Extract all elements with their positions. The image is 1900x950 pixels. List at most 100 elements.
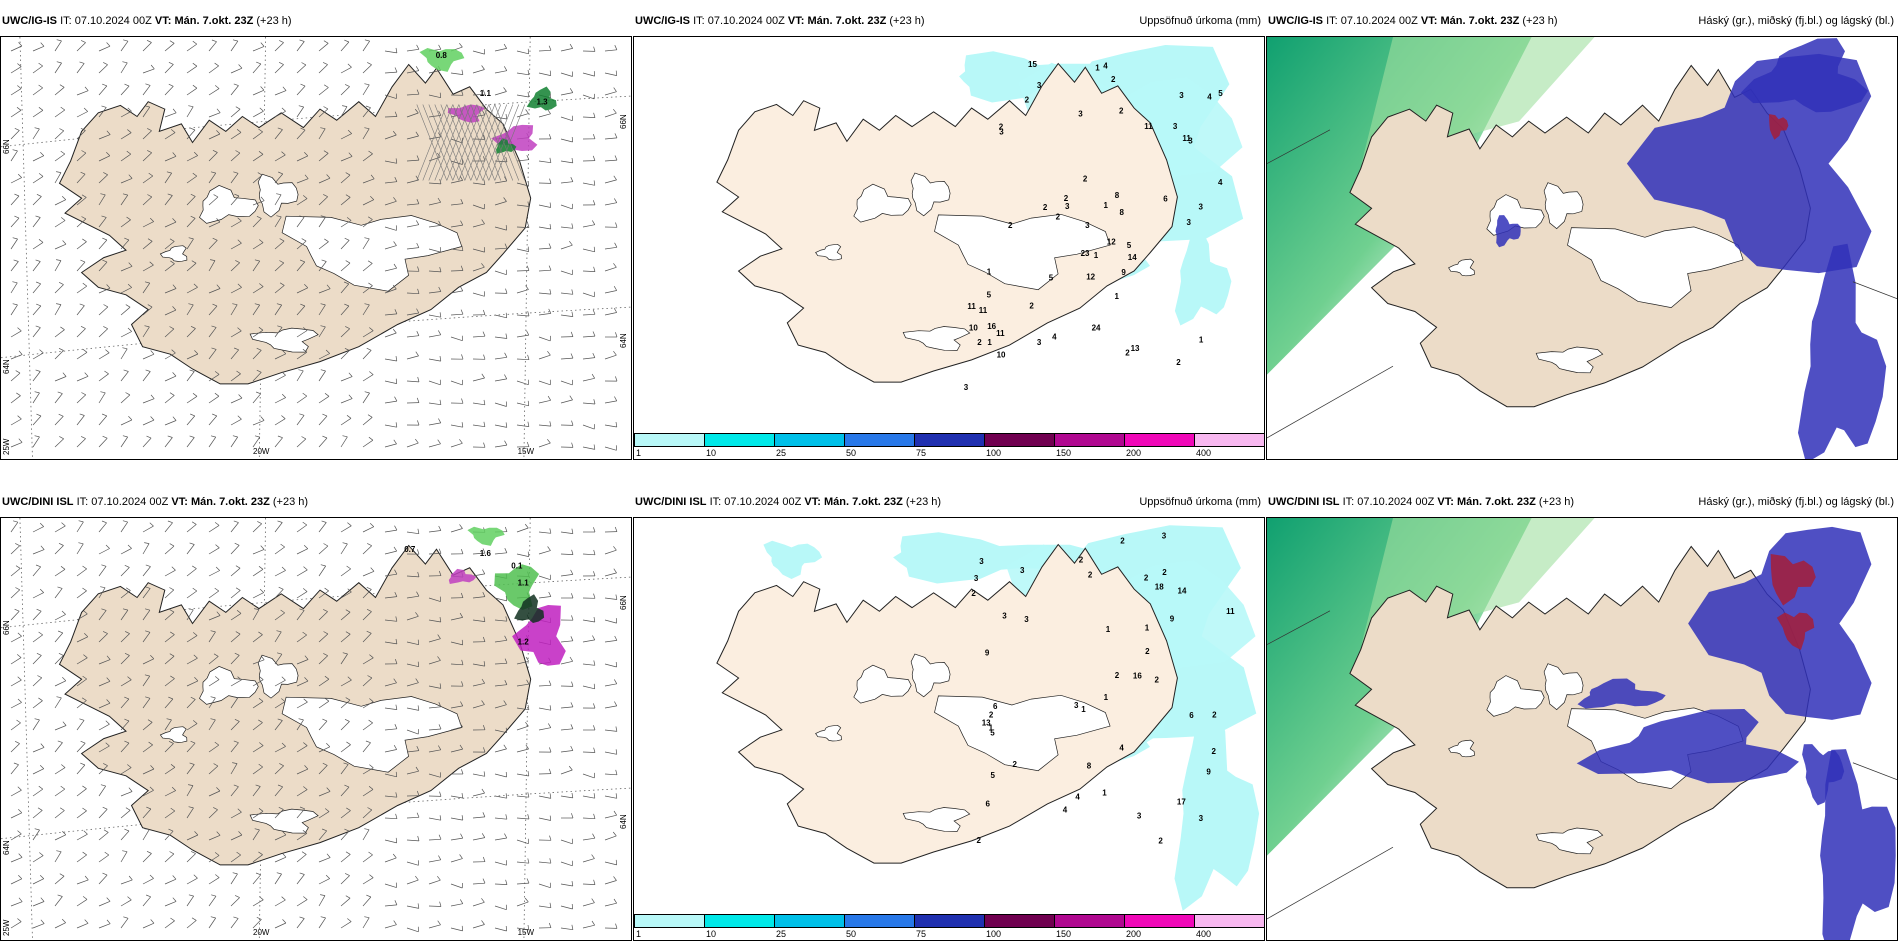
wind-barb-feather bbox=[615, 749, 618, 755]
wind-barb-feather bbox=[15, 565, 21, 569]
wind-barb-feather bbox=[416, 745, 420, 751]
wind-barb bbox=[76, 678, 87, 687]
wind-barb-feather bbox=[393, 745, 398, 750]
wind-barb-feather bbox=[370, 567, 375, 572]
wind-barb bbox=[274, 873, 282, 885]
wind-barb-feather bbox=[593, 180, 596, 186]
wind-barb-feather bbox=[481, 219, 485, 224]
wind-barb-feather bbox=[100, 586, 106, 589]
wind-barb-feather bbox=[282, 919, 287, 924]
wind-barb-feather bbox=[571, 528, 574, 534]
precip-value: 3 bbox=[1199, 814, 1204, 823]
wind-barb-feather bbox=[592, 133, 596, 139]
wind-barb bbox=[516, 402, 529, 407]
wind-barb bbox=[340, 653, 348, 665]
wind-barb bbox=[32, 810, 43, 819]
wind-barb bbox=[494, 662, 508, 665]
wind-barb-feather bbox=[257, 172, 263, 176]
precip-value: 3 bbox=[964, 383, 969, 392]
wind-barb bbox=[32, 196, 42, 206]
wind-barb bbox=[516, 882, 530, 885]
wind-barb bbox=[164, 853, 175, 863]
wind-barb bbox=[32, 242, 44, 250]
wind-barb-feather bbox=[415, 875, 419, 881]
wind-barb-feather bbox=[56, 850, 62, 853]
wind-barb-feather bbox=[235, 565, 241, 569]
wind-barb bbox=[450, 203, 463, 206]
lat-label: 64N bbox=[2, 840, 11, 855]
map-frame: 3 3 1 2 1 2 2 4 6 2 5 5 4 3 6 2 1 1 1 3 2 9 8 3 3 4 18 17 2 2 3 14 16 2 2 9… bbox=[633, 517, 1265, 941]
precip-value: 14 bbox=[1128, 253, 1137, 262]
colorbar-label: 100 bbox=[986, 929, 1002, 939]
wind-barb bbox=[252, 174, 263, 184]
wind-value-label: 1.6 bbox=[480, 549, 492, 558]
wind-barb-feather bbox=[215, 544, 220, 549]
wind-barb bbox=[186, 764, 195, 775]
wind-barb bbox=[494, 773, 507, 778]
precip-value: 9 bbox=[1121, 268, 1126, 277]
wind-barb bbox=[318, 108, 329, 118]
wind-barb bbox=[32, 855, 44, 863]
wind-barb bbox=[340, 699, 351, 709]
wind-barb-feather bbox=[168, 61, 174, 65]
wind-barb bbox=[560, 574, 573, 577]
wind-barbs bbox=[10, 39, 618, 451]
wind-barb bbox=[428, 70, 441, 74]
wind-barb-feather bbox=[439, 179, 442, 184]
wind-barb bbox=[362, 417, 373, 426]
wind-barb-feather bbox=[302, 348, 308, 353]
wind-barb bbox=[230, 418, 242, 426]
wind-barb-feather bbox=[83, 107, 88, 112]
wind-barb-feather bbox=[527, 48, 530, 54]
wind-barb-feather bbox=[415, 612, 419, 617]
wind-barb bbox=[384, 641, 397, 645]
wind-barb bbox=[10, 657, 22, 665]
wind-barb-feather bbox=[237, 217, 242, 222]
wind-barb-feather bbox=[615, 70, 618, 76]
wind-barb bbox=[472, 292, 485, 297]
wind-barb-feather bbox=[18, 853, 23, 858]
wind-barb-feather bbox=[417, 266, 420, 272]
wind-barb bbox=[54, 614, 66, 621]
wind-barb-feather bbox=[169, 587, 174, 591]
precip-value: 5 bbox=[1218, 89, 1223, 98]
wind-barb bbox=[98, 659, 111, 665]
wind-barb bbox=[296, 415, 305, 426]
wind-barb-feather bbox=[460, 265, 464, 271]
wind-barb bbox=[560, 244, 573, 250]
wind-barb-feather bbox=[212, 149, 218, 153]
wind-barb-feather bbox=[15, 543, 20, 547]
wind-barb bbox=[98, 352, 110, 360]
wind-barb-feather bbox=[367, 414, 373, 418]
wind-barb-feather bbox=[145, 564, 151, 567]
wind-barb bbox=[604, 137, 618, 140]
wind-barb bbox=[362, 917, 370, 929]
wind-barb bbox=[98, 633, 108, 643]
wind-barb bbox=[516, 707, 529, 711]
wind-barb-feather bbox=[592, 352, 596, 358]
wind-barb-feather bbox=[258, 808, 264, 812]
wind-barb bbox=[164, 328, 175, 338]
wind-barb-feather bbox=[345, 697, 351, 701]
wind-barb bbox=[252, 569, 264, 577]
wind-barb-feather bbox=[18, 42, 23, 47]
wind-barb bbox=[274, 216, 282, 228]
lead-time: (+23 h) bbox=[905, 496, 942, 508]
wind-barb bbox=[120, 394, 131, 404]
wind-barb bbox=[384, 50, 397, 54]
wind-barb bbox=[76, 810, 87, 819]
wind-barb-feather bbox=[127, 544, 132, 549]
wind-barb bbox=[340, 66, 352, 74]
model-name: UWC/IG-IS bbox=[2, 15, 57, 27]
wind-barb-feather bbox=[17, 63, 22, 67]
wind-barb bbox=[274, 834, 287, 841]
wind-barb bbox=[98, 587, 106, 599]
wind-barb-feather bbox=[483, 616, 486, 622]
wind-barb bbox=[142, 808, 152, 819]
wind-barb-feather bbox=[235, 587, 241, 591]
wind-barb-feather bbox=[280, 543, 285, 548]
wind-barb bbox=[142, 789, 154, 797]
wind-barb-feather bbox=[18, 809, 23, 814]
wind-barb bbox=[384, 728, 397, 731]
wind-barb bbox=[252, 854, 263, 863]
